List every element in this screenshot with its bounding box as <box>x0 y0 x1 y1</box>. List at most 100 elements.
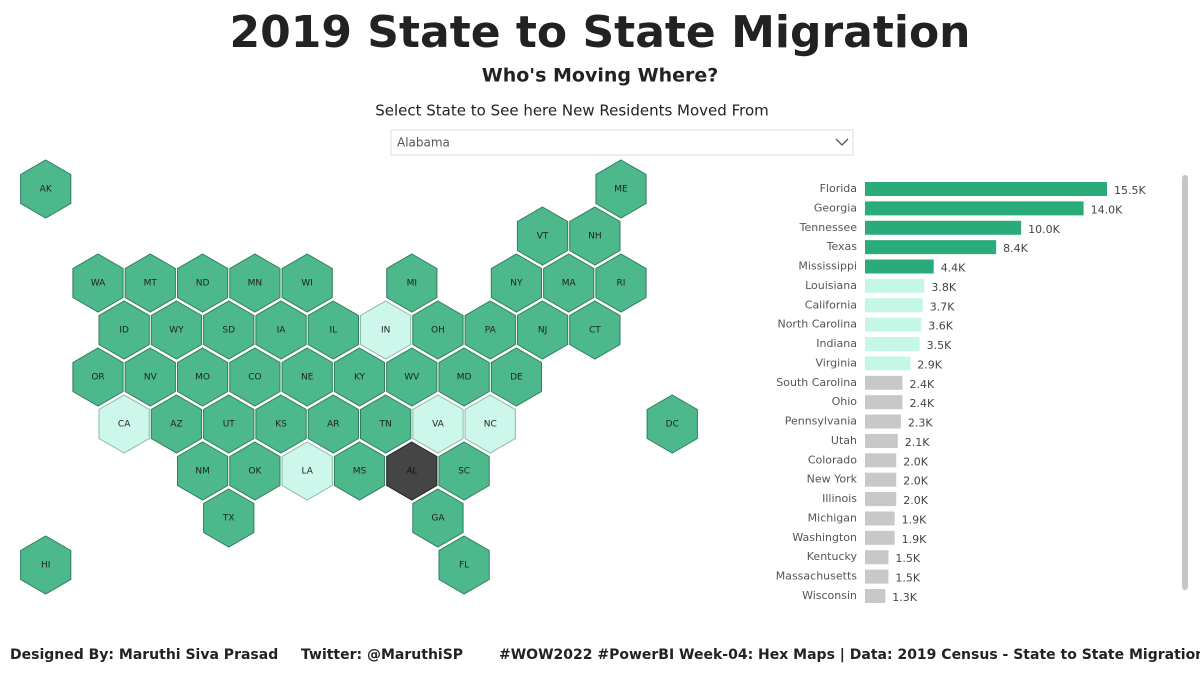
hex-tile[interactable] <box>438 347 490 407</box>
hex-tile[interactable] <box>281 347 333 407</box>
hex-label[interactable]: TX <box>222 514 235 524</box>
hex-label[interactable]: AL <box>405 467 417 477</box>
hex-label[interactable]: IL <box>330 326 338 336</box>
hex-tile[interactable] <box>281 253 333 313</box>
hex-label[interactable]: NM <box>195 467 210 477</box>
bar[interactable] <box>865 433 898 448</box>
hex-tile[interactable] <box>20 159 72 219</box>
bar[interactable] <box>865 240 997 255</box>
hex-tile[interactable] <box>255 394 307 454</box>
bar[interactable] <box>865 395 903 410</box>
hex-label[interactable]: KS <box>275 420 287 430</box>
hex-label[interactable]: NH <box>588 232 602 242</box>
hex-label[interactable]: OK <box>248 467 262 477</box>
bar[interactable] <box>865 530 895 545</box>
hex-label[interactable]: SD <box>222 326 235 336</box>
hex-tile[interactable] <box>412 394 464 454</box>
bar[interactable] <box>865 317 922 332</box>
bar[interactable] <box>865 414 901 429</box>
bar[interactable] <box>865 511 895 526</box>
hex-tile[interactable] <box>307 300 359 360</box>
hex-tile[interactable] <box>386 347 438 407</box>
hex-label[interactable]: FL <box>459 561 469 571</box>
bar[interactable] <box>865 472 897 487</box>
hex-label[interactable]: SC <box>458 467 470 477</box>
hex-label[interactable]: MA <box>562 279 577 289</box>
hex-label[interactable]: AR <box>327 420 339 430</box>
bar[interactable] <box>865 220 1022 235</box>
bar[interactable] <box>865 375 903 390</box>
hex-label[interactable]: OR <box>91 373 104 383</box>
hex-tile[interactable] <box>150 300 203 360</box>
hex-label[interactable]: MS <box>353 467 367 477</box>
hex-label[interactable]: DE <box>510 373 523 383</box>
hex-tile[interactable] <box>98 300 150 360</box>
hex-label[interactable]: HI <box>41 561 50 571</box>
hex-label[interactable]: AK <box>40 185 53 195</box>
hex-tile[interactable] <box>490 347 542 407</box>
hex-label[interactable]: OH <box>431 326 445 336</box>
hex-tile[interactable] <box>203 300 255 360</box>
hex-tile[interactable] <box>177 441 229 501</box>
hex-label[interactable]: NV <box>144 373 158 383</box>
hex-label[interactable]: NY <box>510 279 523 289</box>
hex-label[interactable]: MO <box>195 373 210 383</box>
hex-label[interactable]: CO <box>248 373 261 383</box>
hex-label[interactable]: IA <box>277 326 287 336</box>
hex-tile[interactable] <box>203 394 255 454</box>
bar[interactable] <box>865 278 925 293</box>
hex-tile[interactable] <box>569 206 621 266</box>
bar[interactable] <box>865 356 911 371</box>
bar[interactable] <box>865 201 1084 216</box>
hex-label[interactable]: CA <box>118 420 131 430</box>
hex-tile[interactable] <box>360 300 412 360</box>
hex-tile[interactable] <box>386 253 438 313</box>
hex-tile[interactable] <box>333 347 386 407</box>
dropdown-chevron[interactable] <box>835 138 849 146</box>
hex-tile[interactable] <box>124 253 176 313</box>
hex-tile[interactable] <box>72 253 124 313</box>
hex-tile[interactable] <box>307 394 359 454</box>
hex-label[interactable]: VT <box>537 232 549 242</box>
bar[interactable] <box>865 550 889 565</box>
bar[interactable] <box>865 453 897 468</box>
hex-tile[interactable] <box>490 253 542 313</box>
dropdown[interactable]: Alabama <box>390 129 854 156</box>
hex-label[interactable]: WY <box>169 326 184 336</box>
hex-tile[interactable] <box>595 253 647 313</box>
hex-tile[interactable] <box>464 300 516 360</box>
hex-tile[interactable] <box>333 441 386 501</box>
bar[interactable] <box>865 182 1107 196</box>
hex-label[interactable]: TN <box>379 420 392 430</box>
hex-tile[interactable] <box>229 347 281 407</box>
hex-tile[interactable] <box>412 488 464 548</box>
bar[interactable] <box>865 569 889 584</box>
hex-tile[interactable] <box>229 441 281 501</box>
bar[interactable] <box>865 298 923 313</box>
hex-tile[interactable] <box>595 159 647 219</box>
hex-tile[interactable] <box>203 488 255 548</box>
hex-tile[interactable] <box>72 347 124 407</box>
hex-label[interactable]: DC <box>666 420 679 430</box>
hex-tile[interactable] <box>177 347 229 407</box>
scrollbar[interactable] <box>1182 175 1188 590</box>
hex-label[interactable]: ND <box>196 279 210 289</box>
hex-label[interactable]: NC <box>484 420 497 430</box>
hex-label[interactable]: WI <box>301 279 313 289</box>
hex-tile[interactable] <box>98 394 150 454</box>
hex-label[interactable]: NE <box>301 373 314 383</box>
hex-tile[interactable] <box>438 441 490 501</box>
hex-tile[interactable] <box>360 394 412 454</box>
hex-label[interactable]: MN <box>248 279 263 289</box>
bar[interactable] <box>865 259 934 274</box>
hex-label[interactable]: IN <box>381 326 390 336</box>
bar[interactable] <box>865 588 886 603</box>
hex-label[interactable]: ME <box>614 185 628 195</box>
dropdown-box[interactable] <box>390 129 854 156</box>
hex-label[interactable]: AZ <box>170 420 182 430</box>
hex-label[interactable]: PA <box>485 326 497 336</box>
hex-label[interactable]: ID <box>119 326 129 336</box>
hex-tile[interactable] <box>569 300 621 360</box>
hex-tile[interactable] <box>281 441 333 501</box>
hex-tile[interactable] <box>438 535 490 595</box>
